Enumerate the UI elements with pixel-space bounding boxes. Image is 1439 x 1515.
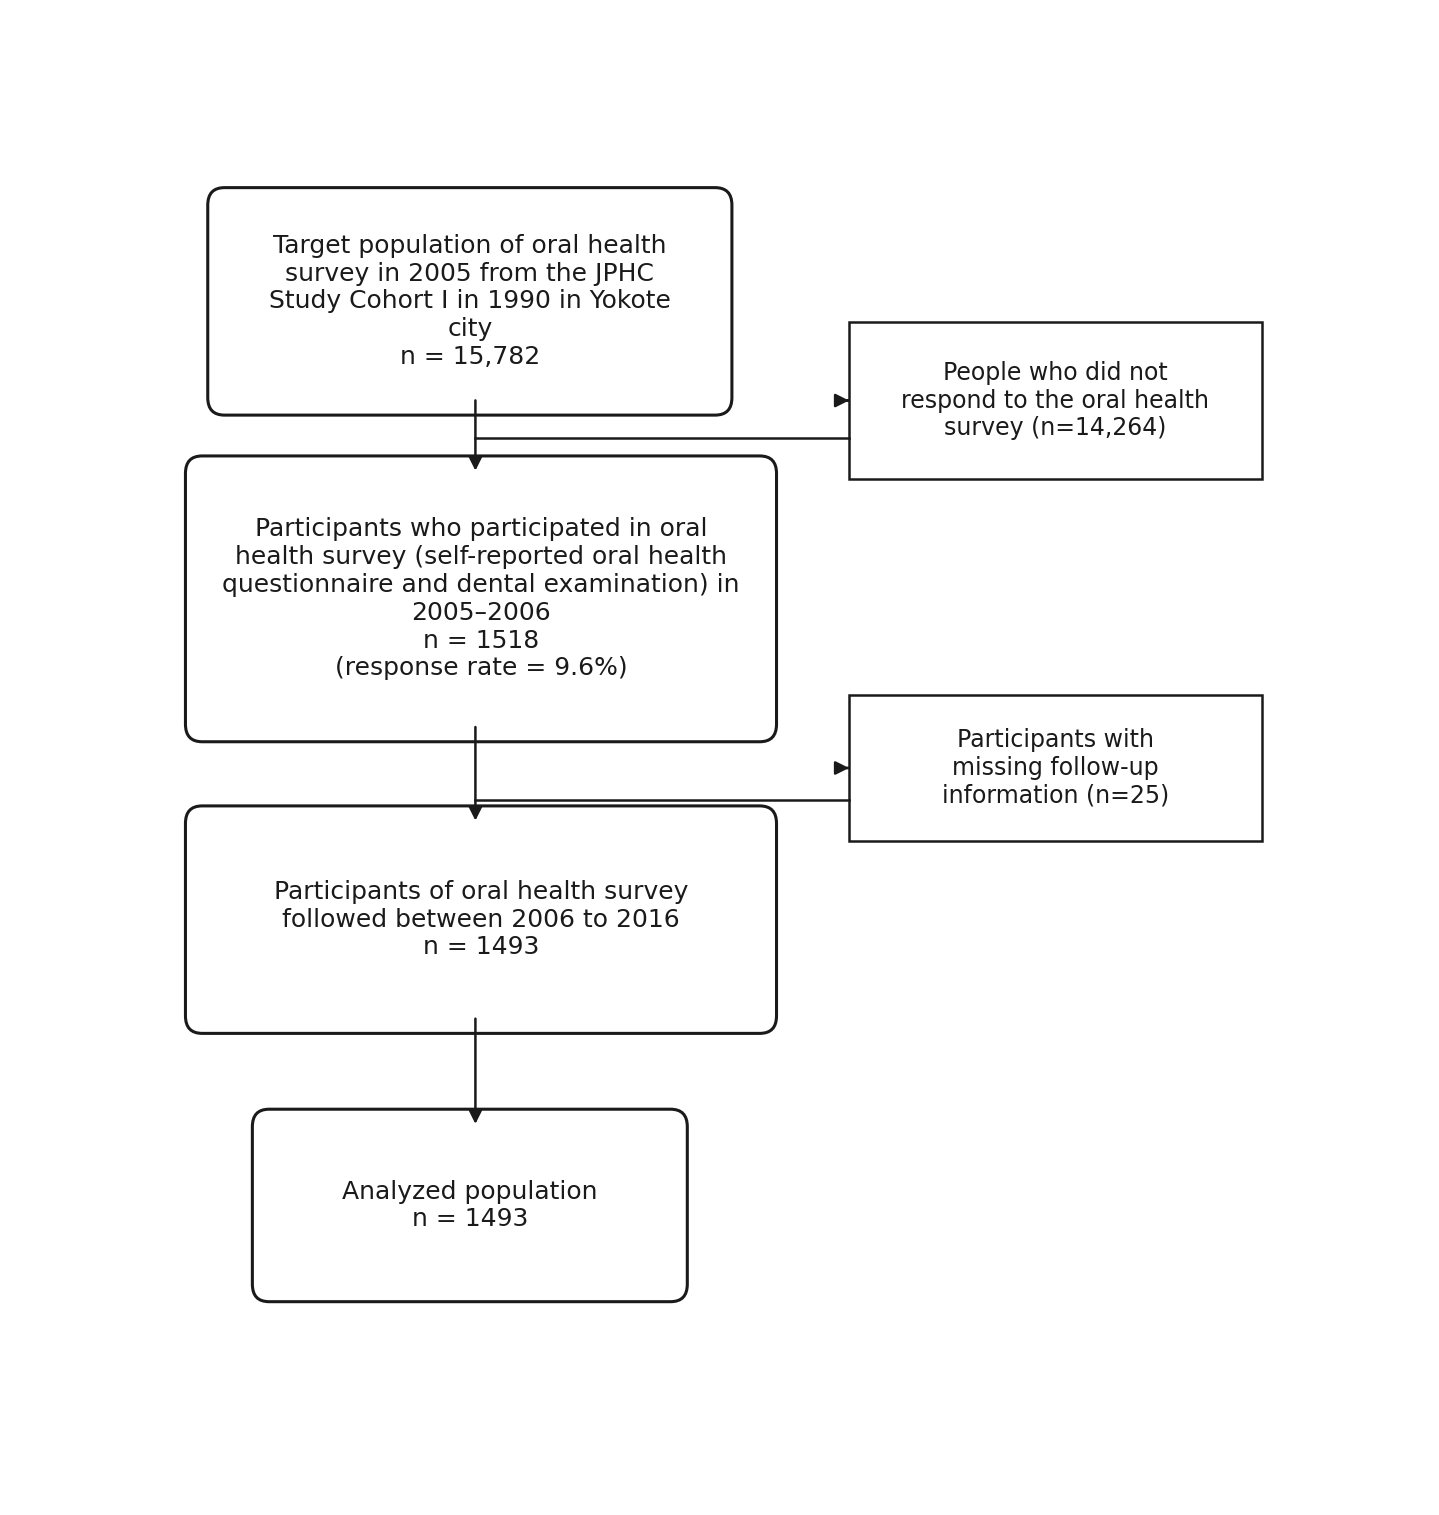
FancyBboxPatch shape	[186, 806, 777, 1033]
Text: Participants with
missing follow-up
information (n=25): Participants with missing follow-up info…	[941, 729, 1168, 807]
FancyBboxPatch shape	[849, 321, 1262, 479]
Text: Participants of oral health survey
followed between 2006 to 2016
n = 1493: Participants of oral health survey follo…	[273, 880, 688, 959]
Text: Analyzed population
n = 1493: Analyzed population n = 1493	[342, 1180, 597, 1232]
Text: Target population of oral health
survey in 2005 from the JPHC
Study Cohort I in : Target population of oral health survey …	[269, 233, 671, 370]
FancyBboxPatch shape	[186, 456, 777, 742]
FancyBboxPatch shape	[252, 1109, 688, 1301]
FancyBboxPatch shape	[207, 188, 732, 415]
Text: Participants who participated in oral
health survey (self-reported oral health
q: Participants who participated in oral he…	[222, 517, 740, 680]
Text: People who did not
respond to the oral health
survey (n=14,264): People who did not respond to the oral h…	[901, 361, 1209, 441]
FancyBboxPatch shape	[849, 695, 1262, 841]
